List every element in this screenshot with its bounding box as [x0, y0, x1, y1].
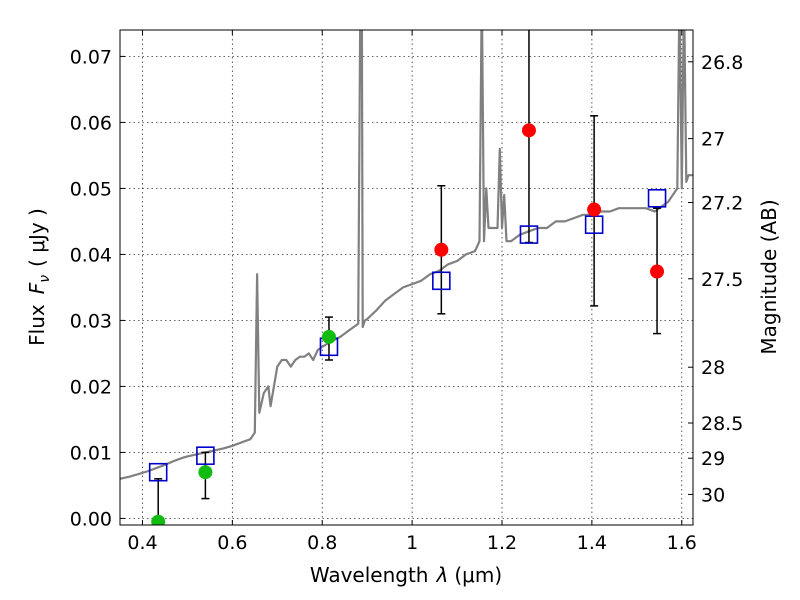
y-tick-label: 0.01 — [70, 442, 112, 464]
x-tick-label: 1.4 — [577, 532, 607, 554]
y2-axis-label: Magnitude (AB) — [757, 199, 781, 354]
y2-tick-label: 27.2 — [701, 193, 743, 215]
detection-point-3 — [650, 264, 665, 279]
x-axis-label-text: Wavelength — [310, 563, 429, 587]
x-tick-label: 1.2 — [487, 532, 517, 554]
x-tick-label: 0.4 — [127, 532, 157, 554]
y2-tick-label: 30 — [701, 484, 725, 506]
spectrum-line — [120, 30, 693, 480]
detection-point-1 — [521, 123, 536, 138]
y2-tick-label: 28.5 — [701, 413, 743, 435]
y-tick-label: 0.07 — [70, 46, 112, 68]
y-tick-label: 0.02 — [70, 376, 112, 398]
grid — [120, 30, 693, 525]
optical-point-0 — [151, 514, 166, 525]
y2-tick-label: 29 — [701, 448, 725, 470]
plot-area — [120, 30, 693, 525]
x-tick-label: 0.8 — [307, 532, 337, 554]
y-axis-label: Flux Fν ( μJy ) — [25, 208, 53, 346]
model-point-3 — [432, 271, 451, 291]
model-point-6 — [647, 189, 667, 208]
y-tick-label: 0.05 — [70, 178, 112, 200]
x-tick-label: 1 — [406, 532, 418, 554]
x-axis-label-symbol: λ — [436, 563, 449, 587]
y-axis-label-subscript: ν — [37, 275, 53, 283]
plot-frame — [119, 29, 694, 526]
optical-point-2 — [321, 329, 336, 344]
y-tick-label: 0.04 — [70, 244, 112, 266]
x-axis-label-unit: (μm) — [454, 563, 502, 587]
detection-point-2 — [587, 202, 602, 217]
model-point-0 — [148, 462, 168, 482]
y-tick-label: 0.03 — [70, 310, 112, 332]
y-axis-label-unit: ( μJy ) — [25, 208, 49, 267]
model-point-4 — [519, 225, 539, 244]
y-axis-label-symbol: F — [25, 282, 49, 294]
x-tick-label: 1.6 — [667, 532, 697, 554]
x-axis-label: Wavelength λ (μm) — [310, 563, 502, 587]
x-tick-label: 0.6 — [217, 532, 247, 554]
y-axis-label-text: Flux — [25, 304, 49, 346]
ticks: 0.4 0.6 0.8 1 1.2 1.4 1.6 0.00 0.01 0.02 0.03 0.04 0… — [70, 30, 743, 554]
y2-tick-label: 28 — [701, 357, 725, 379]
y2-tick-label: 27 — [701, 129, 725, 151]
y-tick-label: 0.00 — [70, 508, 112, 530]
optical-point-1 — [198, 465, 213, 480]
y2-tick-label: 26.8 — [701, 52, 743, 74]
detection-point-0 — [434, 242, 449, 257]
model-point-1 — [196, 446, 215, 466]
y2-tick-label: 27.5 — [701, 269, 743, 291]
y-tick-label: 0.06 — [70, 112, 112, 134]
